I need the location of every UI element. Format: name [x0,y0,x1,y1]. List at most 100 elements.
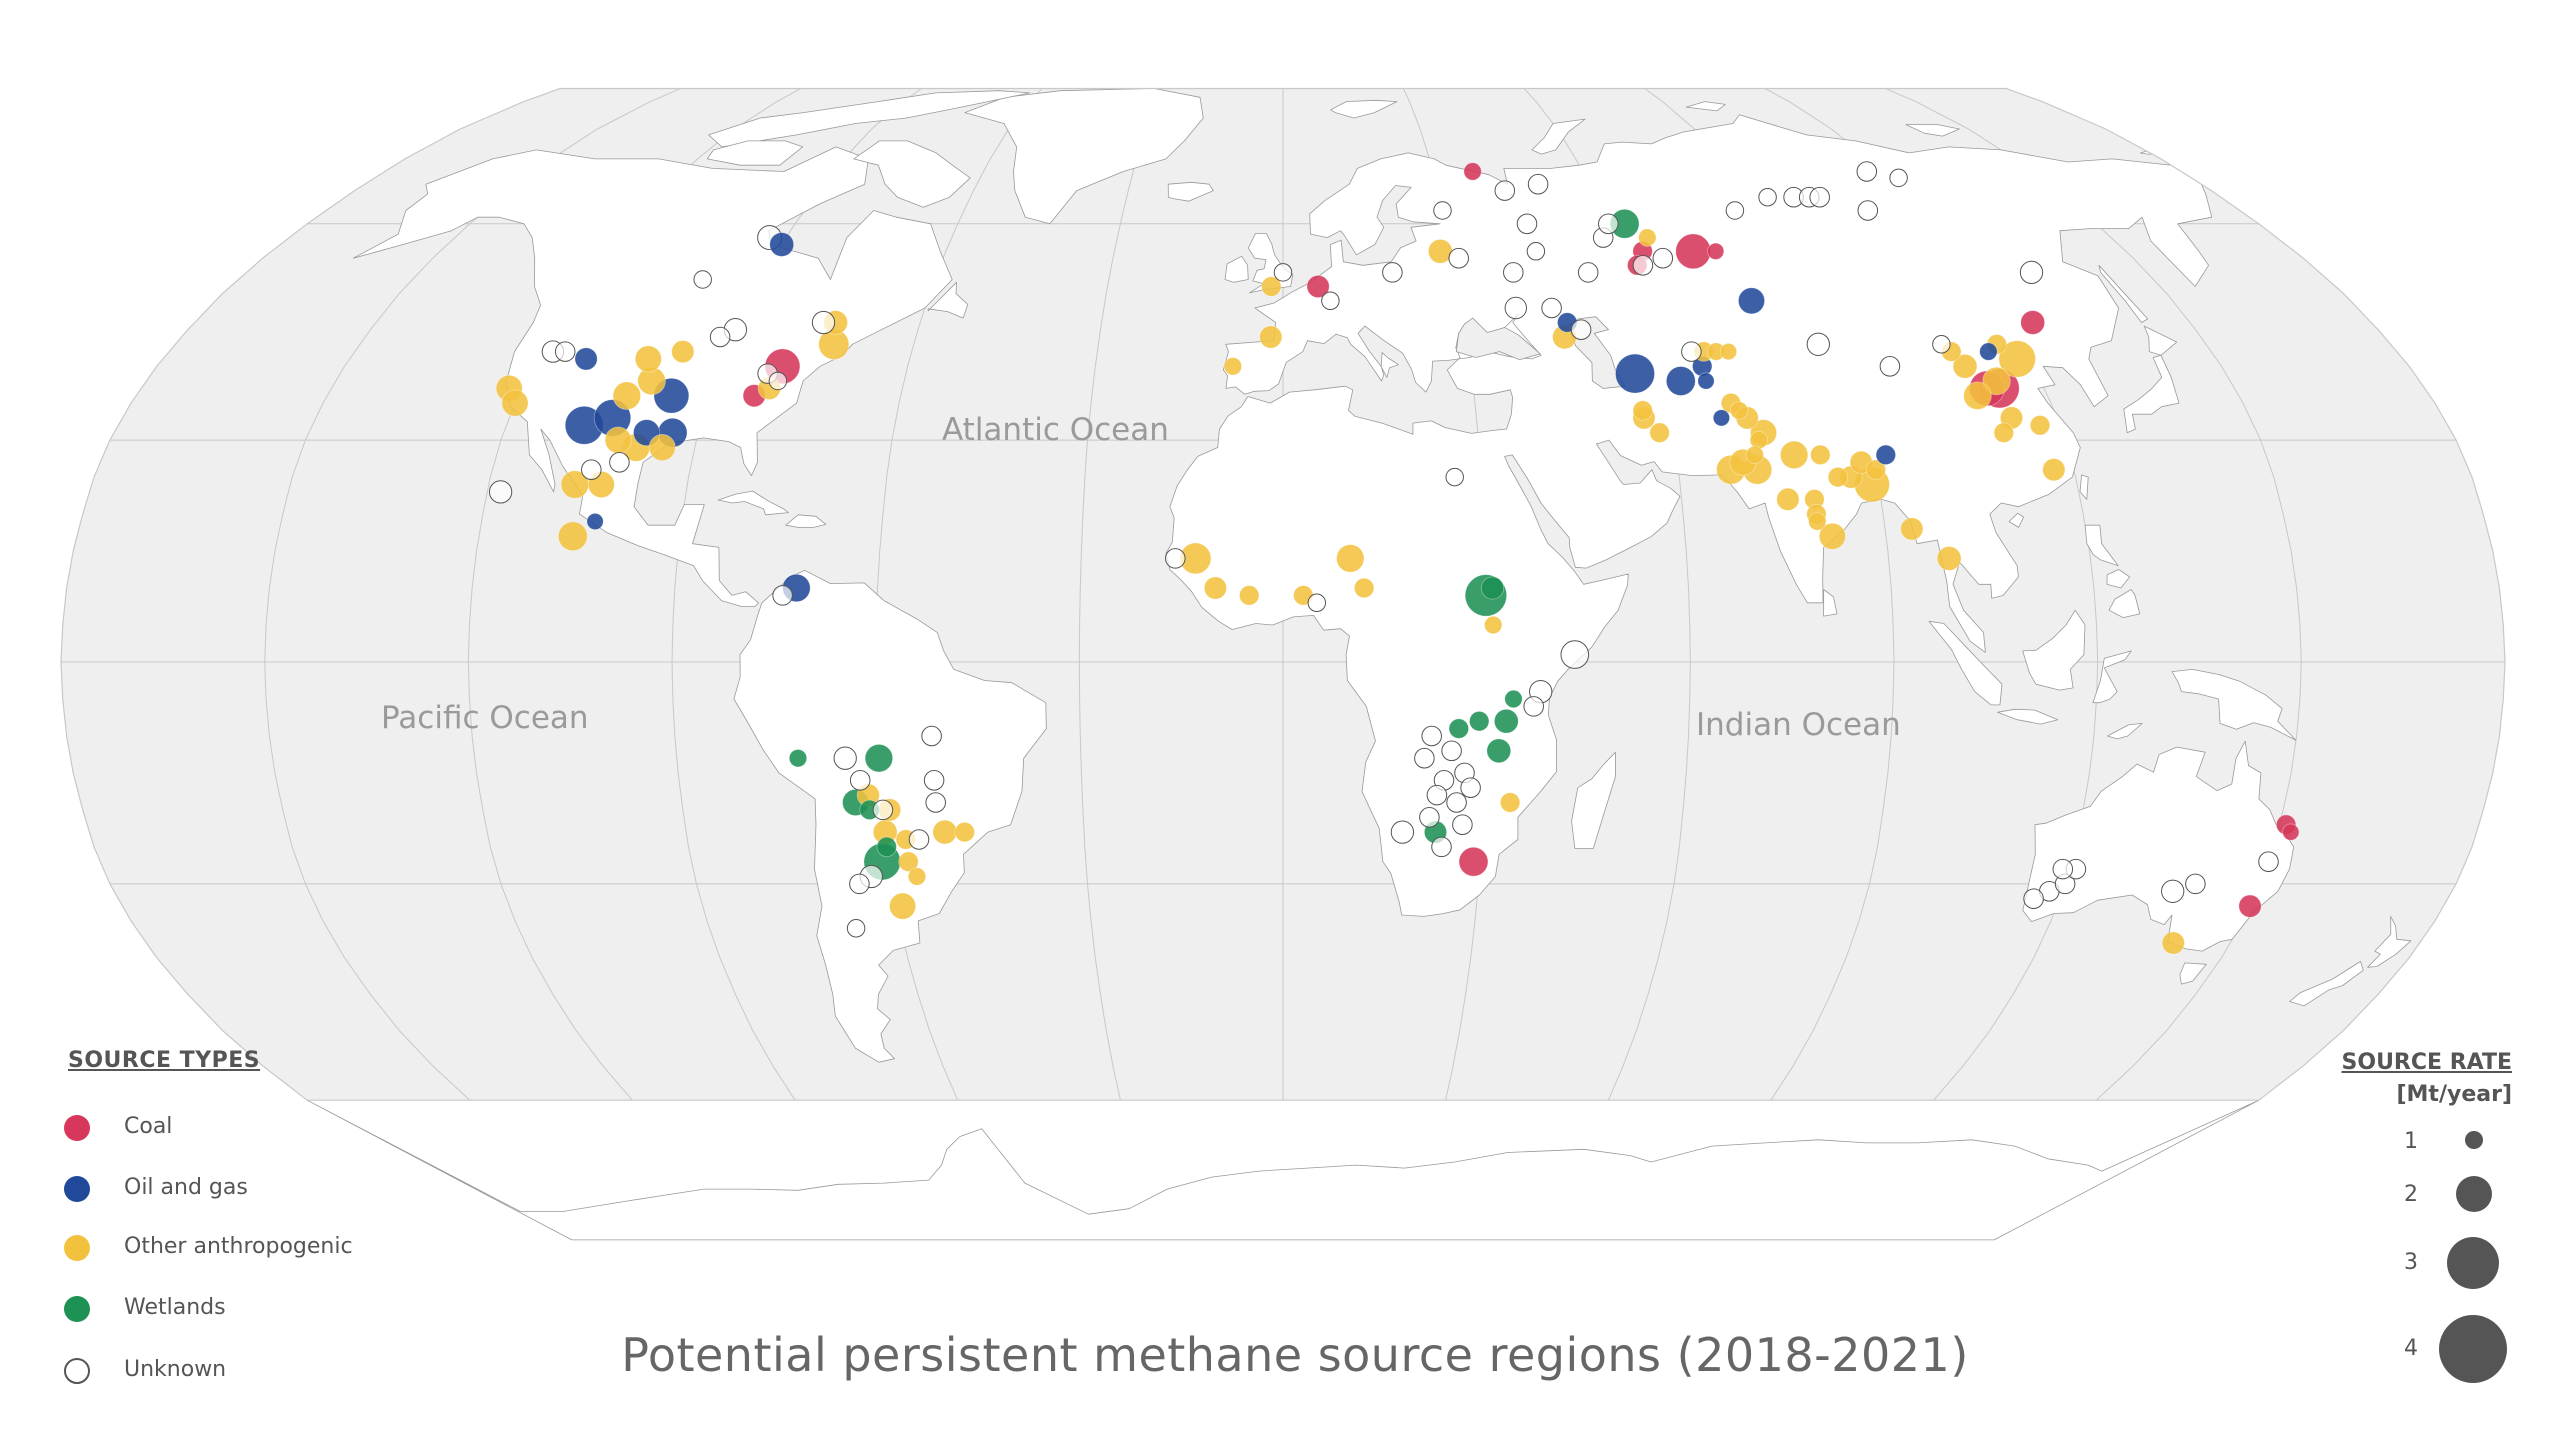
source-other-anthropogenic [1239,585,1260,606]
source-other-anthropogenic [1484,615,1503,635]
land-newfoundland [927,281,969,319]
source-unknown [1598,213,1619,235]
legend-label: Coal [124,1114,173,1139]
source-other-anthropogenic [648,433,676,462]
source-coal [1463,162,1482,181]
source-unknown [1526,242,1546,261]
source-unknown [1419,807,1440,828]
source-unknown [1503,262,1524,283]
source-coal [1707,242,1725,260]
source-other-anthropogenic [907,867,927,886]
source-oil-and-gas [1697,372,1715,390]
source-unknown [1879,356,1901,377]
source-other-anthropogenic [634,345,662,373]
land-new-zealand-north [2367,916,2412,968]
land-victoria-island [706,140,804,166]
source-unknown [554,341,576,362]
source-other-anthropogenic [1993,422,2014,443]
land-sri-lanka [1823,589,1838,617]
rate-value: 3 [2404,1250,2418,1275]
source-unknown [1577,262,1599,283]
source-other-anthropogenic [954,821,975,843]
source-unknown [1321,291,1340,311]
source-unknown [2161,879,2185,903]
source-unknown [768,371,788,391]
source-wetlands [864,744,894,773]
land-philippines-luzon [2084,524,2119,567]
source-unknown [1725,201,1745,220]
source-other-anthropogenic [1499,792,1521,813]
source-types-title: SOURCE TYPES [68,1048,261,1073]
source-oil-and-gas [769,232,795,257]
legend-label: Oil and gas [124,1175,248,1200]
source-other-anthropogenic [889,892,917,920]
land-new-guinea [2171,669,2297,741]
source-unknown [1932,335,1951,354]
source-rate-heading: SOURCE RATE [2341,1050,2512,1075]
source-other-anthropogenic [1638,228,1657,247]
source-other-anthropogenic [1998,340,2036,378]
source-other-anthropogenic [1779,440,1809,470]
rate-value: 1 [2404,1129,2418,1154]
source-oil-and-gas [1737,287,1766,315]
source-wetlands [1469,711,1490,732]
other-anthropogenic-swatch [64,1235,90,1261]
rate-bubble-3 [2447,1237,2499,1289]
land-svalbard [1330,99,1398,119]
source-coal [2282,823,2300,841]
land-madagascar [1571,751,1616,849]
source-unknown [872,799,894,821]
oil-and-gas-swatch [64,1176,90,1202]
map-title: Potential persistent methane source regi… [621,1328,1969,1382]
land-sumatra [1928,620,2003,706]
source-other-anthropogenic [1865,459,1887,480]
source-other-anthropogenic [1336,544,1365,573]
source-other-anthropogenic [2042,458,2066,482]
land-philippines-mindanao [2108,589,2141,618]
source-other-anthropogenic [671,340,695,364]
source-unknown [1414,747,1435,769]
indian-ocean-label: Indian Ocean [1696,707,1901,743]
meridian-line [671,88,922,1101]
source-other-anthropogenic [1203,576,1227,600]
source-other-anthropogenic [557,521,588,552]
source-rate-title: SOURCE RATE [Mt/year] [2342,1047,2512,1111]
source-unknown [1857,200,1879,221]
source-unknown [1570,319,1592,340]
rate-value: 4 [2404,1336,2418,1361]
land-new-siberian [1905,124,1960,137]
source-unknown [849,770,871,791]
source-unknown [1448,247,1469,269]
black-sea [1455,317,1542,361]
land-baffin [853,140,971,208]
source-other-anthropogenic [1632,400,1653,421]
source-unknown [1652,247,1674,269]
source-unknown [1445,467,1464,487]
source-other-anthropogenic [1808,512,1827,531]
unknown-swatch [64,1358,90,1384]
land-antarctica [306,1099,2260,1241]
source-unknown [1527,173,1549,195]
source-unknown [693,270,712,289]
source-oil-and-gas [1665,366,1696,396]
source-wetlands [876,836,897,858]
land-japan [2123,354,2180,434]
source-coal [2238,894,2262,918]
source-unknown [849,873,870,895]
source-unknown [2185,873,2206,895]
land-new-zealand-south [2289,961,2364,1007]
source-unknown [1446,792,1467,813]
methane-sources [488,161,2300,955]
source-other-anthropogenic [1259,325,1283,349]
source-unknown [921,725,942,747]
source-oil-and-gas [586,512,604,531]
land-severnaya-zemlya [1685,101,1726,112]
atlantic-ocean-label: Atlantic Ocean [942,412,1169,448]
source-other-anthropogenic [1745,445,1764,465]
rate-bubble-1 [2465,1131,2483,1149]
legend-label: Unknown [124,1357,227,1382]
source-rate-unit: [Mt/year] [2396,1082,2512,1107]
source-unknown [1460,777,1481,798]
source-unknown [1494,180,1516,201]
source-other-anthropogenic [1900,517,1924,541]
